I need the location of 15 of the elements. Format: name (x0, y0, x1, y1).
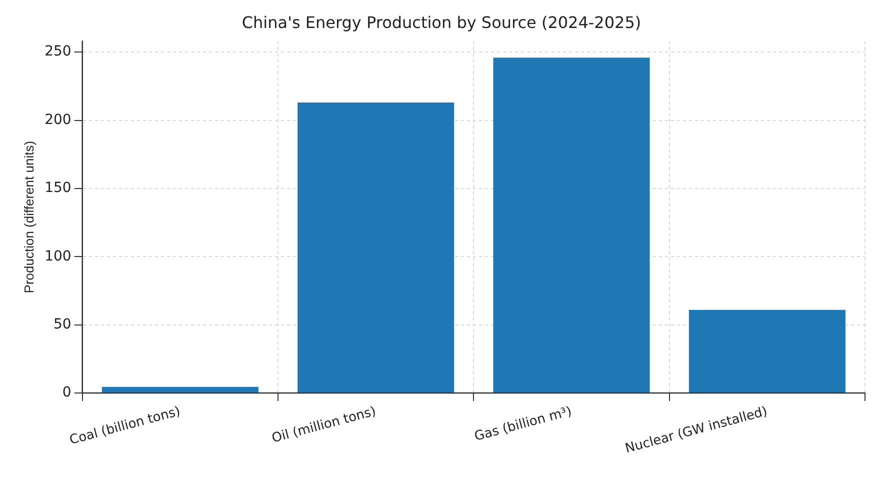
x-tick-label: Gas (billion m³) (472, 404, 574, 445)
bar (688, 310, 846, 393)
y-axis-title: Production (different units) (21, 140, 36, 294)
y-tick-label: 0 (62, 384, 72, 401)
x-tick-label: Oil (million tons) (270, 404, 378, 446)
x-tick-label: Coal (billion tons) (68, 404, 182, 448)
y-tick-label: 250 (44, 44, 72, 60)
bar (298, 102, 454, 393)
y-tick-label: 150 (44, 180, 72, 196)
bar (493, 58, 650, 393)
y-tick-label: 200 (44, 112, 72, 128)
y-tick-label: 50 (53, 316, 72, 332)
y-tick-label: 100 (44, 248, 72, 264)
bar (102, 386, 258, 393)
chart-title: China's Energy Production by Source (2024-2025) (242, 12, 642, 32)
